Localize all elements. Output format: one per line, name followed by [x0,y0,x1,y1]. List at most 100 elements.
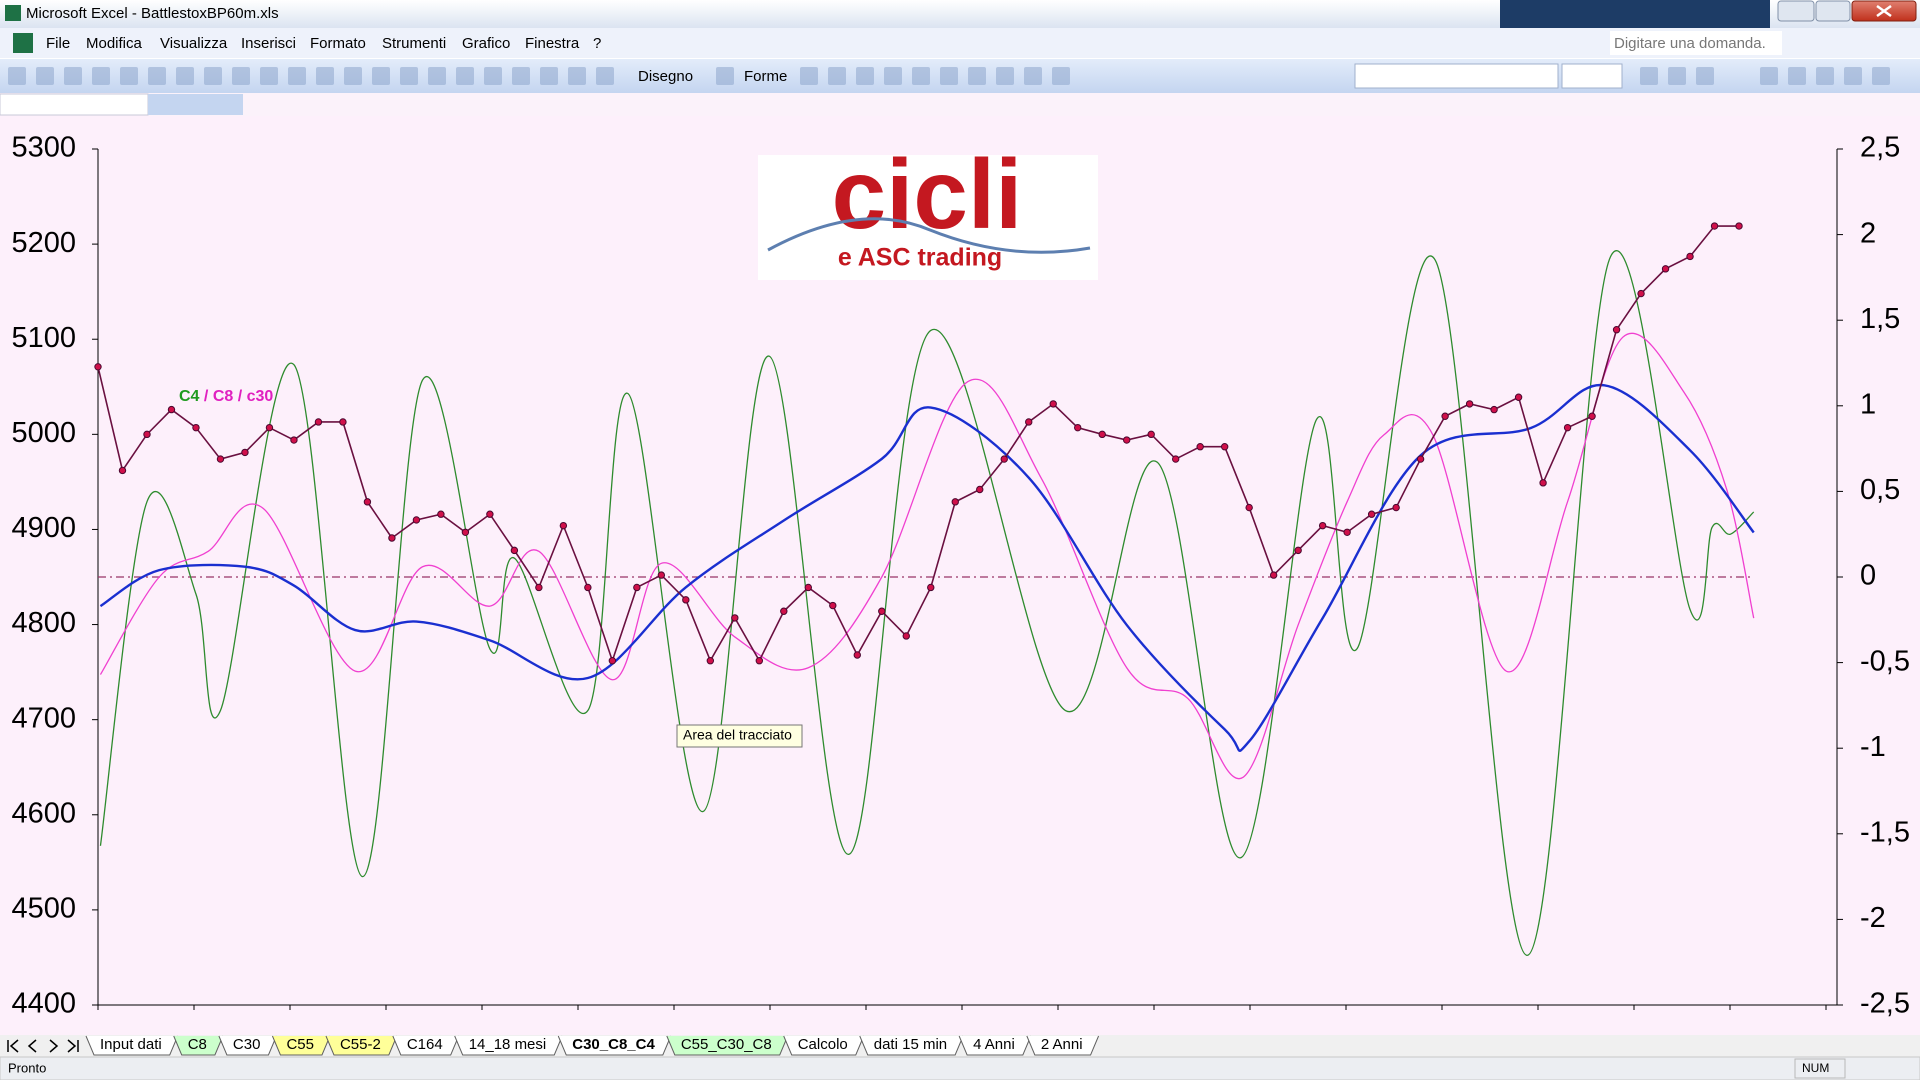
help-box[interactable] [1610,31,1782,55]
sheet-tab[interactable]: Calcolo [783,1035,865,1056]
toolbar-icon[interactable] [828,67,846,85]
sheet-tab-label[interactable]: C55-2 [340,1036,381,1053]
toolbar-icon[interactable] [176,67,194,85]
data-point [1539,479,1547,487]
toolbar-icon[interactable] [1052,67,1070,85]
minimize-button[interactable] [1777,0,1815,22]
toolbar-icon[interactable] [1788,67,1806,85]
data-point [927,583,935,592]
sheet-tab-label[interactable]: 2 Anni [1041,1036,1083,1053]
toolbar-icon[interactable] [716,67,734,85]
sheet-tab-label[interactable]: C30 [233,1036,261,1053]
name-box-dropdown[interactable] [148,94,243,115]
font-combo[interactable] [1354,63,1559,89]
menu-item[interactable]: Inserisci [241,35,296,52]
data-point [951,498,959,506]
menu-item[interactable]: Formato [310,35,366,52]
sheet-tab-shape [454,1035,563,1056]
data-point [535,583,543,592]
toolbar-icon[interactable] [120,67,138,85]
status-text: Pronto [8,1060,46,1075]
name-box[interactable] [0,93,149,116]
menu-item[interactable]: File [46,35,70,52]
menu-item[interactable]: Finestra [525,35,580,52]
toolbar-icon[interactable] [800,67,818,85]
toolbar-icon[interactable] [1872,67,1890,85]
sheet-tab[interactable]: Input dati [85,1035,179,1056]
data-point [1416,455,1425,463]
data-point [437,510,445,518]
toolbar-icon[interactable] [1760,67,1778,85]
sheet-tab[interactable]: C55-2 [325,1035,398,1056]
toolbar-icon[interactable] [568,67,586,85]
sheet-tab[interactable]: dati 15 min [859,1035,964,1056]
sheet-tab[interactable]: C164 [392,1035,460,1056]
toolbar-icon[interactable] [512,67,530,85]
menu-item[interactable]: ? [593,35,601,52]
toolbar-icon[interactable] [1844,67,1862,85]
toolbar-icon[interactable] [344,67,362,85]
toolbar-icon[interactable] [912,67,930,85]
toolbar-icon[interactable] [996,67,1014,85]
toolbar-icon[interactable] [484,67,502,85]
menu-item[interactable]: Modifica [86,35,143,52]
tab-navigation[interactable] [7,1039,79,1053]
sheet-tab-label[interactable]: C30_C8_C4 [572,1036,655,1053]
toolbar-icon[interactable] [1696,67,1714,85]
toolbar-icon[interactable] [884,67,902,85]
size-combo[interactable] [1561,63,1623,89]
window-title: Microsoft Excel - BattlestoxBP60m.xls [26,5,279,22]
toolbar-icon[interactable] [540,67,558,85]
toolbar-icon[interactable] [148,67,166,85]
y2-tick-label: -1 [1860,731,1886,763]
sheet-tab-label[interactable]: 14_18 mesi [469,1036,547,1053]
data-point [363,498,372,506]
toolbar-icon[interactable] [856,67,874,85]
toolbar-icon[interactable] [968,67,986,85]
toolbar-icon[interactable] [428,67,446,85]
toolbar-icon[interactable] [288,67,306,85]
sheet-tab-label[interactable]: C8 [188,1036,207,1053]
sheet-tab-label[interactable]: C55_C30_C8 [681,1036,772,1053]
sheet-tab[interactable]: C55 [271,1035,331,1056]
sheet-tab[interactable]: 14_18 mesi [454,1035,563,1056]
toolbar-icon[interactable] [456,67,474,85]
y-tick-label: 4900 [11,512,76,544]
toolbar-icon[interactable] [64,67,82,85]
sheet-tab[interactable]: C30_C8_C4 [557,1035,672,1056]
menu-item[interactable]: Grafico [462,35,510,52]
toolbar-icon[interactable] [1640,67,1658,85]
toolbar-icon[interactable] [940,67,958,85]
toolbar-icon[interactable] [1816,67,1834,85]
toolbar-icon[interactable] [36,67,54,85]
sheet-tab-label[interactable]: Input dati [100,1036,162,1053]
maximize-button[interactable] [1815,0,1851,22]
toolbar-icon[interactable] [400,67,418,85]
toolbar-icon[interactable] [1024,67,1042,85]
sheet-tab-label[interactable]: dati 15 min [874,1036,947,1053]
sheet-tab[interactable]: 2 Anni [1026,1035,1100,1056]
sheet-tab-label[interactable]: 4 Anni [973,1036,1015,1053]
menu-item[interactable]: Strumenti [382,35,446,52]
sheet-tab[interactable]: C55_C30_C8 [666,1035,789,1056]
toolbar-shapes[interactable]: Forme [744,68,787,85]
toolbar-icon[interactable] [372,67,390,85]
sheet-tab-label[interactable]: C164 [407,1036,443,1053]
sheet-tab-label[interactable]: Calcolo [798,1036,848,1053]
toolbar-icon[interactable] [596,67,614,85]
data-point [192,423,200,432]
toolbar-icon[interactable] [232,67,250,85]
y2-tick-label: 2 [1860,217,1876,249]
sheet-tab[interactable]: C8 [173,1035,224,1056]
toolbar-icon[interactable] [1668,67,1686,85]
menu-item[interactable]: Visualizza [160,35,228,52]
toolbar-icon[interactable] [204,67,222,85]
sheet-tab[interactable]: 4 Anni [958,1035,1032,1056]
toolbar-icon[interactable] [8,67,26,85]
toolbar-icon[interactable] [92,67,110,85]
toolbar-icon[interactable] [260,67,278,85]
toolbar-icon[interactable] [316,67,334,85]
sheet-tab-label[interactable]: C55 [286,1036,314,1053]
sheet-tab[interactable]: C30 [218,1035,277,1056]
toolbar-draw[interactable]: Disegno [638,68,693,85]
